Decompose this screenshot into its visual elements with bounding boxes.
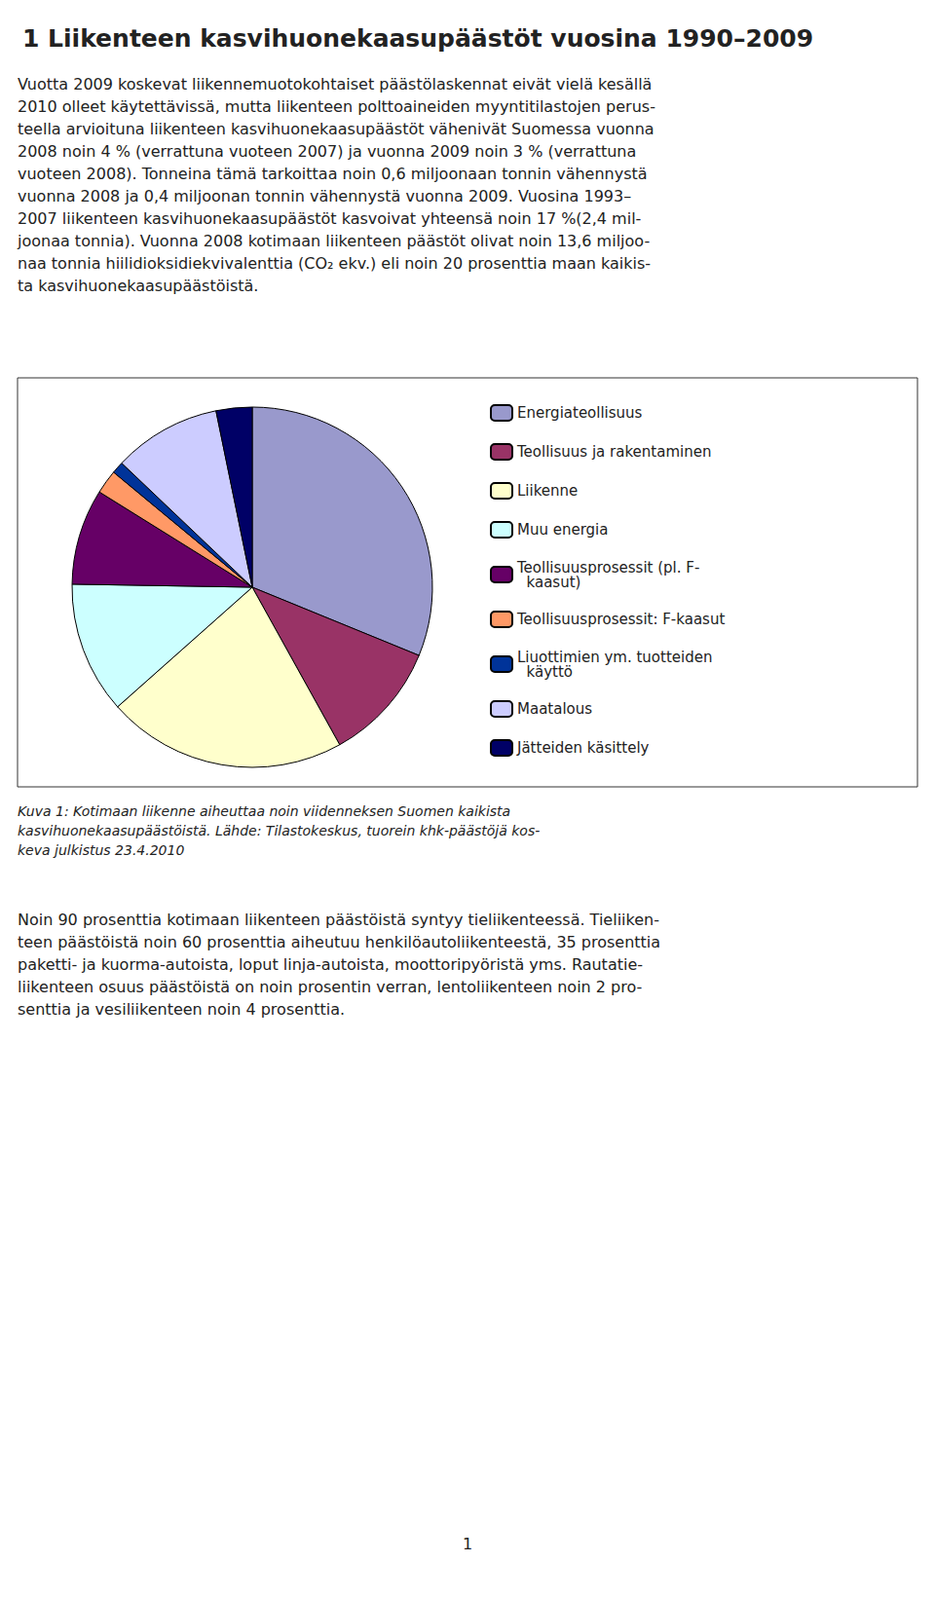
svg-text:teen päästöistä noin 60 prosen: teen päästöistä noin 60 prosenttia aiheu… [17,933,661,952]
svg-text:senttia ja vesiliikenteen noin: senttia ja vesiliikenteen noin 4 prosent… [17,1000,345,1019]
svg-text:kaasut): kaasut) [517,573,581,592]
svg-text:Energiateollisuus: Energiateollisuus [517,404,643,422]
svg-text:käyttö: käyttö [517,663,573,681]
svg-text:2007 liikenteen kasvihuonekaas: 2007 liikenteen kasvihuonekaasupäästöt k… [17,209,641,228]
svg-text:1 Liikenteen kasvihuonekaasupä: 1 Liikenteen kasvihuonekaasupäästöt vuos… [22,24,814,53]
svg-text:Noin 90 prosenttia kotimaan li: Noin 90 prosenttia kotimaan liikenteen p… [17,910,660,930]
svg-text:Muu energia: Muu energia [517,521,608,539]
svg-text:teella arvioituna liikenteen k: teella arvioituna liikenteen kasvihuonek… [17,119,655,139]
svg-text:paketti- ja kuorma-autoista, l: paketti- ja kuorma-autoista, loput linja… [17,955,643,974]
svg-text:vuoteen 2008). Tonneina tämä t: vuoteen 2008). Tonneina tämä tarkoittaa … [17,164,648,184]
svg-text:Vuotta 2009 koskevat liikennem: Vuotta 2009 koskevat liikennemuotokohtai… [17,74,652,94]
svg-text:liikenteen osuus päästöistä on: liikenteen osuus päästöistä on noin pros… [17,977,642,997]
svg-text:Liikenne: Liikenne [517,482,578,500]
svg-text:Jätteiden käsittely: Jätteiden käsittely [516,739,650,757]
svg-text:naa tonnia hiilidioksidiekviva: naa tonnia hiilidioksidiekvivalenttia (C… [17,254,651,273]
svg-text:joonaa tonnia). Vuonna 2008 ko: joonaa tonnia). Vuonna 2008 kotimaan lii… [16,231,650,251]
svg-text:Teollisuusprosessit (pl. F-: Teollisuusprosessit (pl. F- [517,558,700,577]
svg-text:Kuva 1: Kotimaan liikenne aihe: Kuva 1: Kotimaan liikenne aiheuttaa noin… [17,803,511,820]
svg-text:2010 olleet käytettävissä, mut: 2010 olleet käytettävissä, mutta liikent… [17,97,656,116]
svg-text:Teollisuus ja rakentaminen: Teollisuus ja rakentaminen [516,443,711,461]
svg-text:2008 noin 4 % (verrattuna vuot: 2008 noin 4 % (verrattuna vuoteen 2007) … [17,142,636,161]
svg-text:Maatalous: Maatalous [517,700,593,718]
svg-text:kasvihuonekaasupäästöistä. Läh: kasvihuonekaasupäästöistä. Lähde: Tilast… [17,822,540,839]
svg-text:vuonna 2008 ja 0,4 miljoonan t: vuonna 2008 ja 0,4 miljoonan tonnin vähe… [17,187,632,206]
svg-text:keva julkistus 23.4.2010: keva julkistus 23.4.2010 [17,842,185,859]
svg-text:1: 1 [462,1534,473,1554]
svg-text:Teollisuusprosessit: F-kaasut: Teollisuusprosessit: F-kaasut [516,610,725,629]
svg-text:ta kasvihuonekaasupäästöistä.: ta kasvihuonekaasupäästöistä. [17,276,259,296]
svg-text:Liuottimien ym. tuotteiden: Liuottimien ym. tuotteiden [517,648,713,666]
